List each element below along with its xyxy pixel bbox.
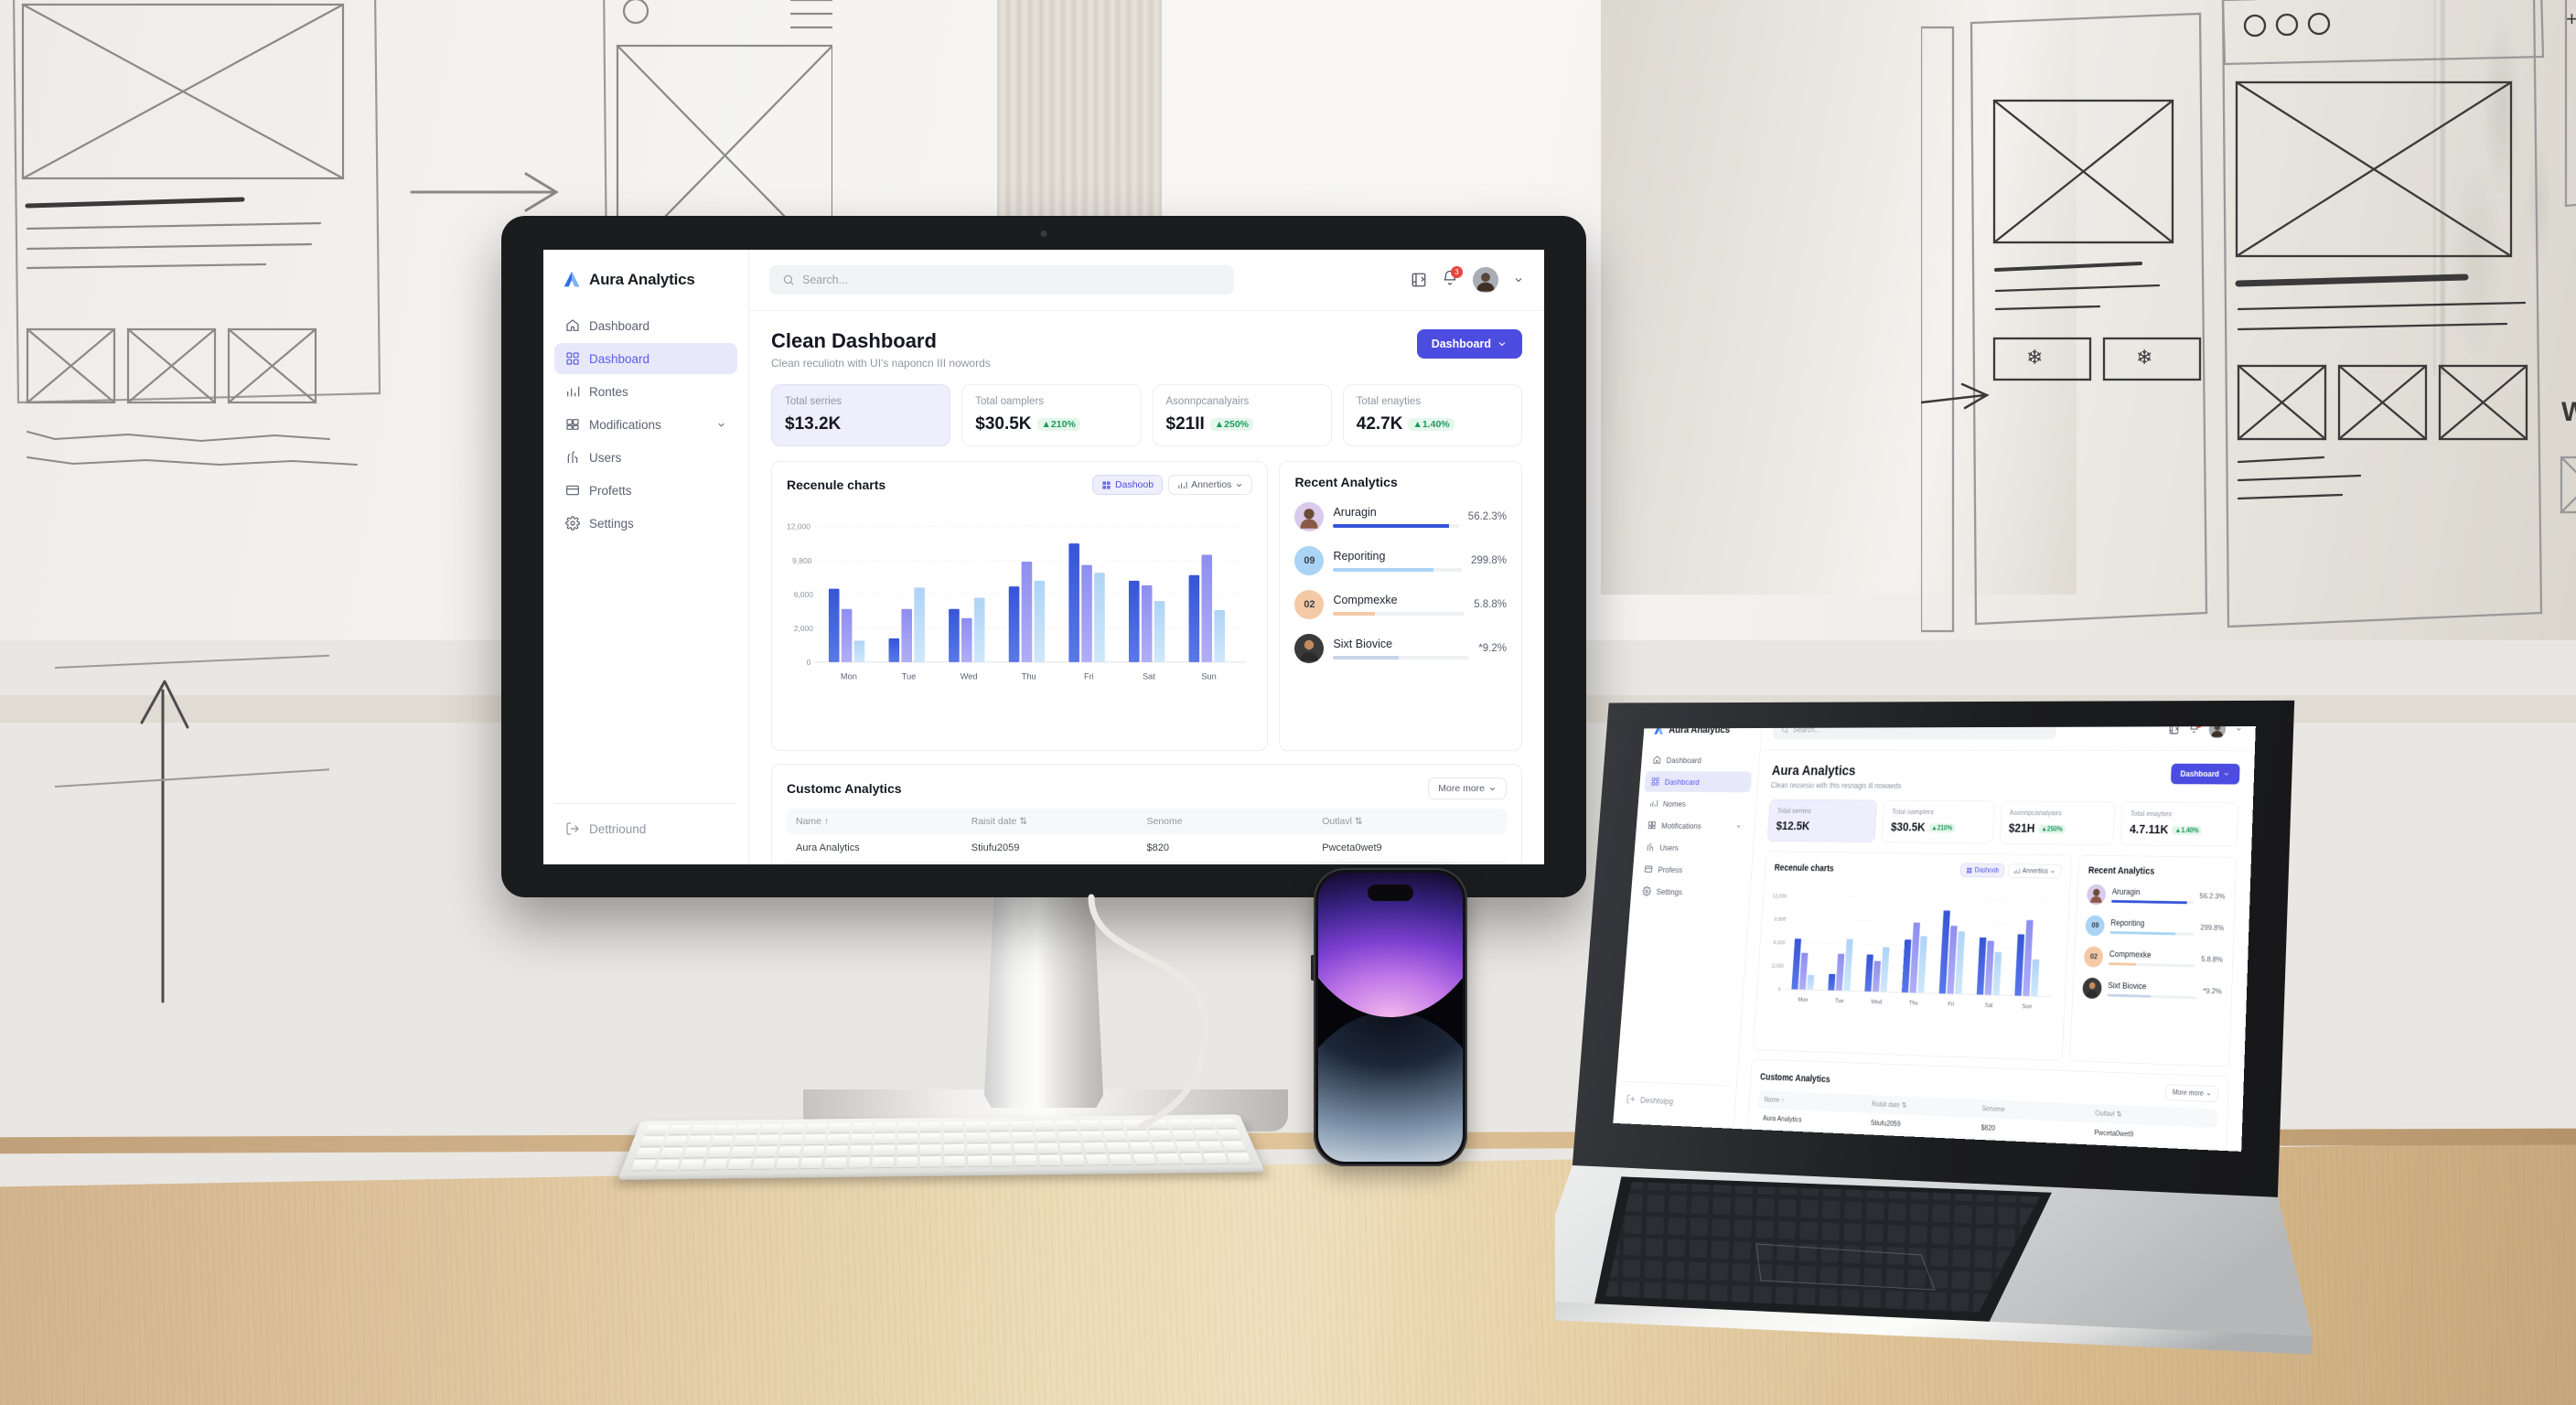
svg-text:Sat: Sat xyxy=(1984,1003,1993,1009)
svg-text:12,000: 12,000 xyxy=(787,522,810,531)
svg-text:Sun: Sun xyxy=(1201,671,1216,681)
svg-text:Thu: Thu xyxy=(1909,1001,1918,1007)
svg-text:9,800: 9,800 xyxy=(1774,917,1786,923)
svg-text:Sat: Sat xyxy=(1143,671,1155,681)
svg-text:Tue: Tue xyxy=(902,671,917,681)
svg-text:12,000: 12,000 xyxy=(1772,894,1787,900)
svg-text:Tue: Tue xyxy=(1835,998,1844,1004)
svg-text:❄: ❄ xyxy=(2136,346,2152,369)
svg-text:Mon: Mon xyxy=(841,671,857,681)
svg-text:0: 0 xyxy=(807,658,811,667)
svg-text:2,000: 2,000 xyxy=(1772,963,1784,970)
svg-text:Fri: Fri xyxy=(1948,1002,1954,1008)
svg-text:Wed: Wed xyxy=(1871,999,1882,1005)
svg-text:0: 0 xyxy=(1777,987,1780,993)
svg-text:❄: ❄ xyxy=(2026,346,2043,369)
svg-text:Wi: Wi xyxy=(2561,397,2576,427)
svg-text:Wed: Wed xyxy=(961,671,978,681)
svg-text:2,000: 2,000 xyxy=(794,624,814,633)
svg-text:+ + +: + + + xyxy=(2566,7,2576,30)
svg-text:Mon: Mon xyxy=(1798,997,1808,1003)
svg-text:9,800: 9,800 xyxy=(792,556,812,565)
svg-text:Thu: Thu xyxy=(1022,671,1036,681)
svg-text:6,000: 6,000 xyxy=(794,590,814,599)
svg-text:6,000: 6,000 xyxy=(1774,940,1786,947)
svg-text:Sun: Sun xyxy=(2022,1003,2032,1010)
svg-text:Fri: Fri xyxy=(1084,671,1094,681)
